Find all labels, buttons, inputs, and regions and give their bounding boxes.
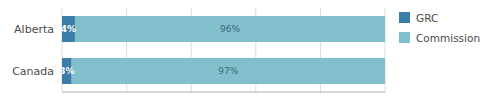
- bar: [72, 58, 385, 84]
- data-labels: 3% 97% 4% 96%: [59, 24, 240, 76]
- legend: GRC Commission: [399, 12, 480, 44]
- chart: 3% 97% 4% 96% Canada Alberta GRC Commission: [0, 0, 500, 102]
- data-label: 4%: [61, 24, 76, 34]
- data-label: 3%: [59, 66, 74, 76]
- bars: [62, 16, 385, 84]
- x-axis-line: [62, 92, 385, 93]
- bar: [75, 16, 385, 42]
- data-label: 97%: [218, 66, 238, 76]
- y-tick-labels: Canada Alberta: [12, 23, 54, 78]
- y-tick-label: Alberta: [14, 23, 54, 36]
- legend-label: Commission: [416, 32, 480, 44]
- data-label: 96%: [220, 24, 240, 34]
- legend-swatch: [399, 12, 410, 23]
- legend-label: GRC: [416, 12, 438, 24]
- y-tick-label: Canada: [12, 65, 54, 78]
- legend-swatch: [399, 32, 410, 43]
- grid: [62, 8, 385, 92]
